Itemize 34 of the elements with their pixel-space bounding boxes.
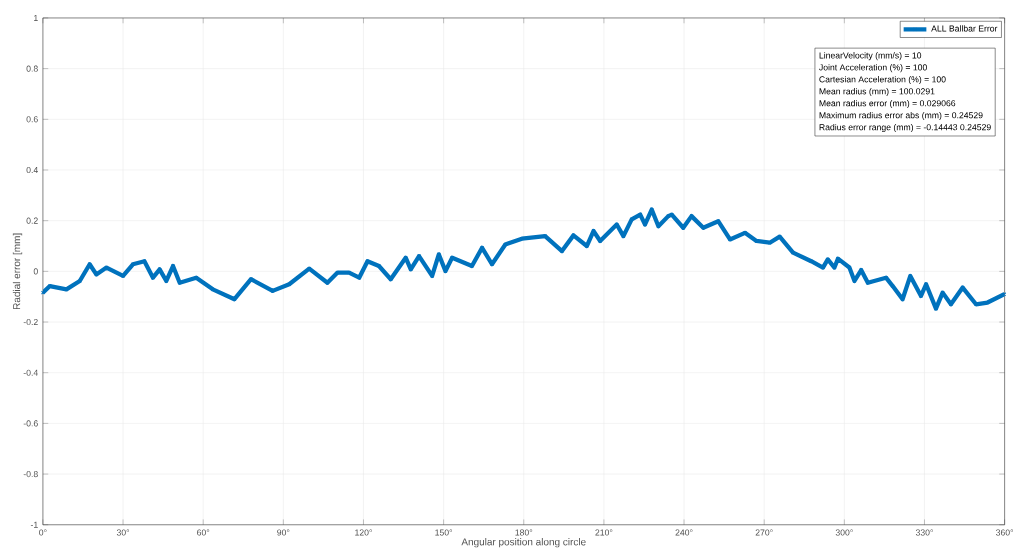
y-tick-label: -0.4: [23, 369, 38, 376]
y-tick-label: 0.8: [26, 65, 38, 72]
annotation: Joint Acceleration (%) = 100: [819, 64, 927, 73]
x-tick-label: 90°: [277, 529, 290, 536]
x-tick-label: 210°: [595, 529, 613, 536]
x-tick-label: 270°: [755, 529, 773, 536]
x-tick-label: 120°: [355, 529, 372, 536]
y-tick-label: -0.6: [23, 420, 38, 427]
x-tick-label: 0°: [39, 529, 47, 536]
y-tick-label: 0.6: [26, 116, 38, 123]
annotation: Mean radius (mm) = 100.0291: [819, 88, 935, 97]
annotation: Maximum radius error abs (mm) = 0.24529: [819, 112, 983, 121]
x-tick-label: 30°: [116, 529, 130, 536]
y-tick-label: 0: [33, 268, 38, 275]
annotation: Cartesian Acceleration (%) = 100: [819, 76, 946, 85]
y-tick-label: 0.2: [26, 217, 38, 224]
y-tick-label: -1: [30, 521, 38, 528]
x-tick-label: 300°: [835, 529, 853, 536]
x-tick-label: 360°: [996, 529, 1014, 536]
annotation: Radius error range (mm) = -0.14443 0.24529: [819, 124, 991, 133]
y-tick-label: -0.8: [23, 471, 38, 478]
y-tick-label: -0.2: [23, 319, 38, 326]
x-tick-label: 150°: [435, 529, 453, 536]
x-tick-label: 180°: [515, 529, 533, 536]
x-tick-label: 240°: [675, 529, 693, 536]
x-tick-label: 60°: [197, 529, 210, 536]
annotation: LinearVelocity (mm/s) = 10: [819, 52, 922, 61]
x-tick-label: 330°: [915, 529, 933, 536]
y-axis-title: Radial error [mm]: [12, 233, 23, 310]
x-axis-title: Angular position along circle: [461, 538, 586, 548]
y-tick-label: 1: [34, 15, 38, 22]
annotation: Mean radius error (mm) = 0.029066: [819, 100, 956, 109]
y-tick-label: 0.4: [26, 167, 38, 174]
legend-label: ALL Ballbar Error: [931, 25, 998, 32]
